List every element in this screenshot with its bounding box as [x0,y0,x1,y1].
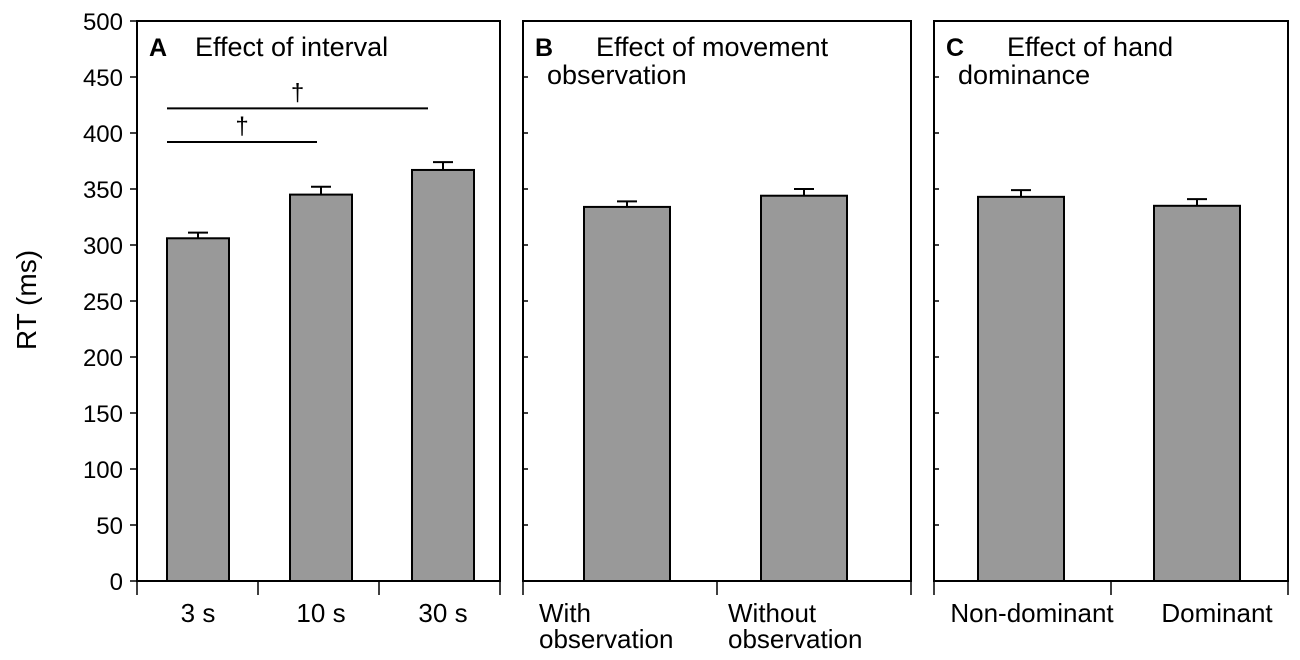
panel-a: 3 s 10 s 30 s A Effect of interval † † [136,20,501,628]
y-tick-label: 100 [83,457,123,484]
y-tick-label: 350 [83,177,123,204]
bar [583,205,671,582]
y-tick-label: 500 [83,9,123,36]
y-tick-label: 200 [83,345,123,372]
y-axis-label: RT (ms) [11,250,42,350]
y-tick-label: 450 [83,65,123,92]
panel-frame [522,20,912,582]
bar [977,195,1065,582]
y-tick-label: 300 [83,233,123,260]
category-label: With observation [539,598,673,654]
category-label: Dominant [1161,598,1273,628]
bar [1153,204,1241,583]
panel-c: Non-dominant Dominant C Effect of hand domin… [933,20,1289,628]
panel-letter: A [149,34,167,62]
y-tick-label: 150 [83,401,123,428]
category-label: Non-dominant [950,598,1114,628]
bar [760,194,848,582]
panel-title: Effect of movement observation [547,32,829,90]
significance-marker: † [235,113,248,140]
panel-letter: C [946,34,964,62]
category-label: Without observation [728,598,862,654]
y-tick-label: 250 [83,289,123,316]
bar [289,193,353,582]
panel-letter: B [535,34,553,62]
category-label: 3 s [181,598,216,628]
category-label: 10 s [296,598,345,628]
significance-marker: † [291,79,304,106]
panel-b: With observation Without observation B Effect… [522,20,912,654]
bar [411,168,475,583]
bar [166,237,230,582]
y-tick-label: 50 [96,513,123,540]
y-tick-label: 0 [110,569,123,596]
category-label: 30 s [418,598,467,628]
panel-title: Effect of hand dominance [958,32,1173,90]
y-tick-label: 400 [83,121,123,148]
panel-title: Effect of interval [195,32,388,62]
